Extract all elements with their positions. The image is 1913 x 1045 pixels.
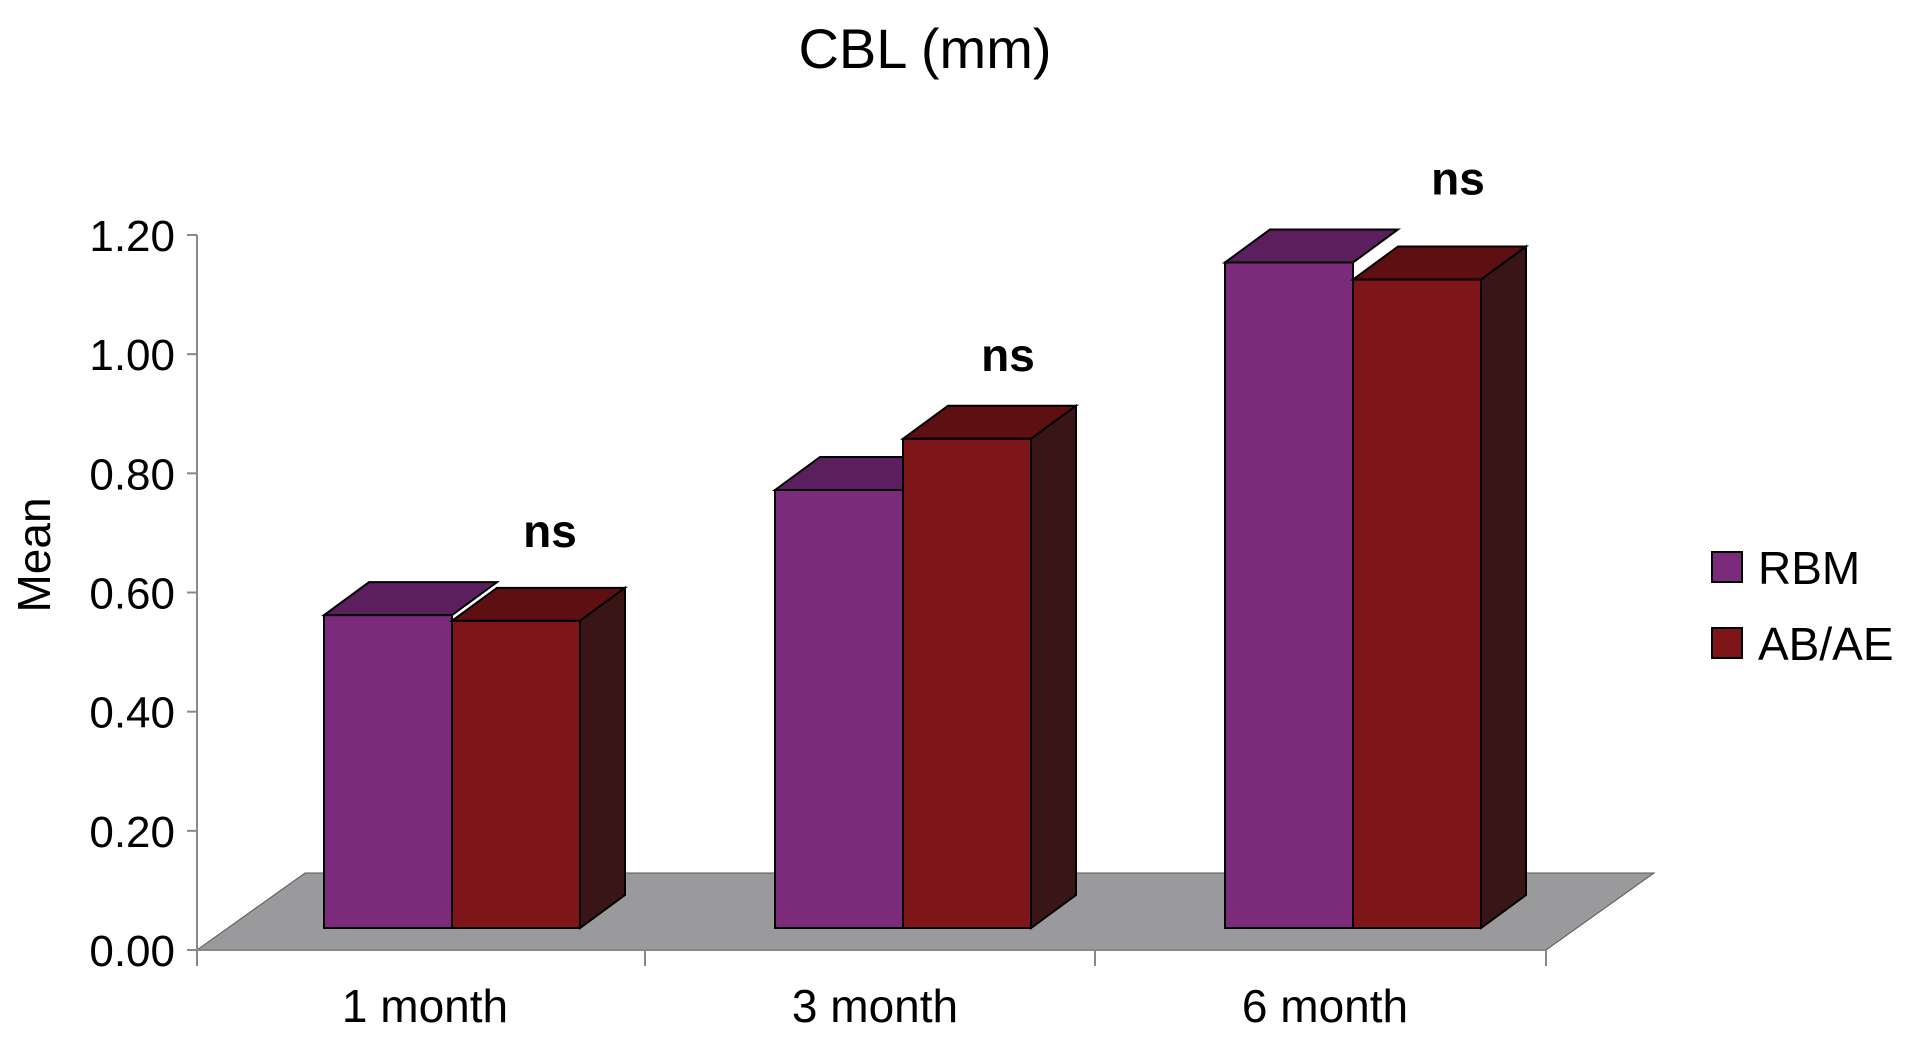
bar-rbm-3 <box>1221 228 1402 929</box>
bar-front-face <box>451 619 581 929</box>
legend-swatch <box>1711 627 1743 659</box>
y-axis-label: Mean <box>8 497 60 612</box>
legend-label: RBM <box>1758 542 1860 594</box>
bars <box>320 228 1530 930</box>
chart-title: CBL (mm) <box>798 17 1051 80</box>
y-tick-label: 0.60 <box>89 570 175 619</box>
y-tick-label: 1.20 <box>89 212 175 261</box>
y-tick-label: 0.40 <box>89 689 175 738</box>
legend-item-rbm: RBM <box>1711 542 1860 594</box>
legend-label: AB/AE <box>1758 618 1894 670</box>
bar-side-face <box>579 585 626 930</box>
y-tick-label: 0.80 <box>89 450 175 499</box>
significance-label: ns <box>981 329 1035 381</box>
legend-swatch <box>1711 551 1743 583</box>
legend-item-ab-ae: AB/AE <box>1711 618 1894 670</box>
significance-label: ns <box>523 505 577 557</box>
x-tick-label: 1 month <box>342 980 508 1032</box>
bar-front-face <box>902 437 1032 929</box>
bar-rbm-1 <box>320 581 501 930</box>
bar-front-face <box>323 614 453 930</box>
bar-front-face <box>1224 261 1354 929</box>
y-tick-label: 0.00 <box>89 927 175 976</box>
bar-ab-ae-3 <box>1349 244 1530 930</box>
x-tick-label: 6 month <box>1242 980 1408 1032</box>
bar-top-face <box>1221 228 1402 264</box>
bar-ab-ae-2 <box>899 403 1080 930</box>
bar-side-face <box>1030 403 1077 930</box>
y-tick-label: 0.20 <box>89 808 175 857</box>
x-tick-label: 3 month <box>792 980 958 1032</box>
annotations: ns ns ns <box>523 152 1485 557</box>
legend: RBM AB/AE <box>1711 542 1894 670</box>
bar-side-face <box>1480 244 1527 930</box>
bar-front-face <box>1352 278 1482 929</box>
axes: 0.00 0.20 0.40 0.60 0.80 1.00 1.20 1 month 3 mon… <box>89 212 1547 1032</box>
significance-label: ns <box>1431 152 1485 204</box>
y-tick-label: 1.00 <box>89 331 175 380</box>
bar-front-face <box>774 488 904 929</box>
bar-ab-ae-1 <box>448 585 629 930</box>
